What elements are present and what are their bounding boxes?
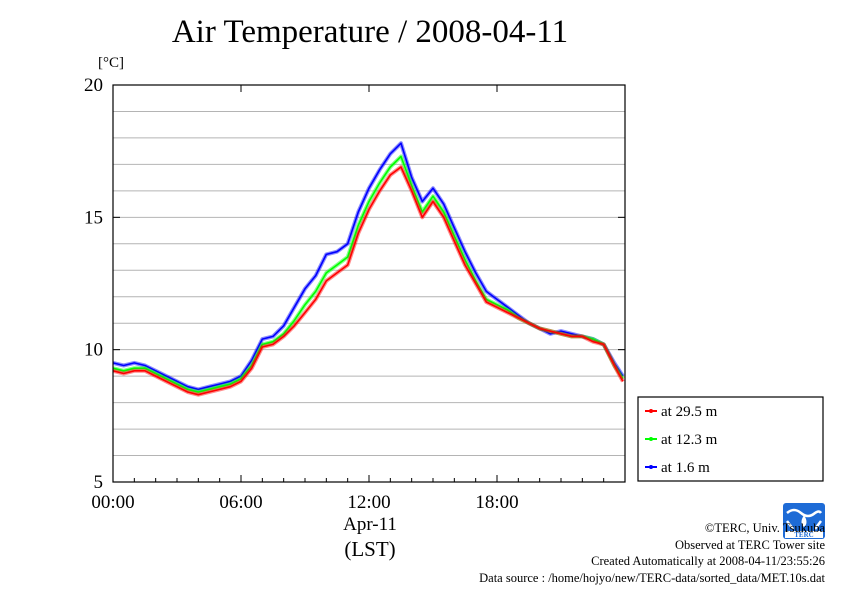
y-tick-label: 5 [94,472,104,493]
credits: ©TERC, Univ. Tsukuba Observed at TERC To… [479,520,825,586]
y-tick-label: 15 [84,207,103,228]
terc-logo: TERC [783,503,825,539]
plot-frame [112,84,626,483]
series-halo [112,141,625,392]
y-tick-label: 20 [84,75,103,96]
legend-marker [649,409,653,413]
series-line [112,142,624,391]
x-tick-label: 00:00 [91,492,134,513]
legend-label: at 29.5 m [661,404,718,420]
x-axis-timezone-label: (LST) [344,537,396,561]
y-tick-label: 10 [84,340,103,361]
series-line [112,166,624,396]
axis-ticks: 5 10 15 20 00:00 06:00 12:00 18:00 [84,75,625,513]
legend-label: at 12.3 m [661,432,718,448]
grid-lines [113,110,625,457]
logo-text: TERC [794,531,813,539]
y-axis-unit-label: [°C] [98,55,124,71]
legend-label: at 1.6 m [661,460,710,476]
series-layer [112,141,625,397]
chart-title: Air Temperature / 2008-04-11 [171,14,569,50]
x-axis-date-label: Apr-11 [343,514,397,535]
x-tick-label: 12:00 [347,492,390,513]
copyright-text: ©TERC, Univ. Tsukuba [704,521,825,535]
legend-marker [649,465,653,469]
legend-box [637,396,824,482]
legend: at 29.5 m at 12.3 m at 1.6 m [637,396,824,482]
x-tick-label: 18:00 [475,492,518,513]
legend-marker [649,437,653,441]
x-tick-label: 06:00 [219,492,262,513]
site-text: Observed at TERC Tower site [674,537,825,552]
created-text: Created Automatically at 2008-04-11/23:5… [591,554,825,568]
source-text: Data source : /home/hojyo/new/TERC-data/… [479,570,825,585]
